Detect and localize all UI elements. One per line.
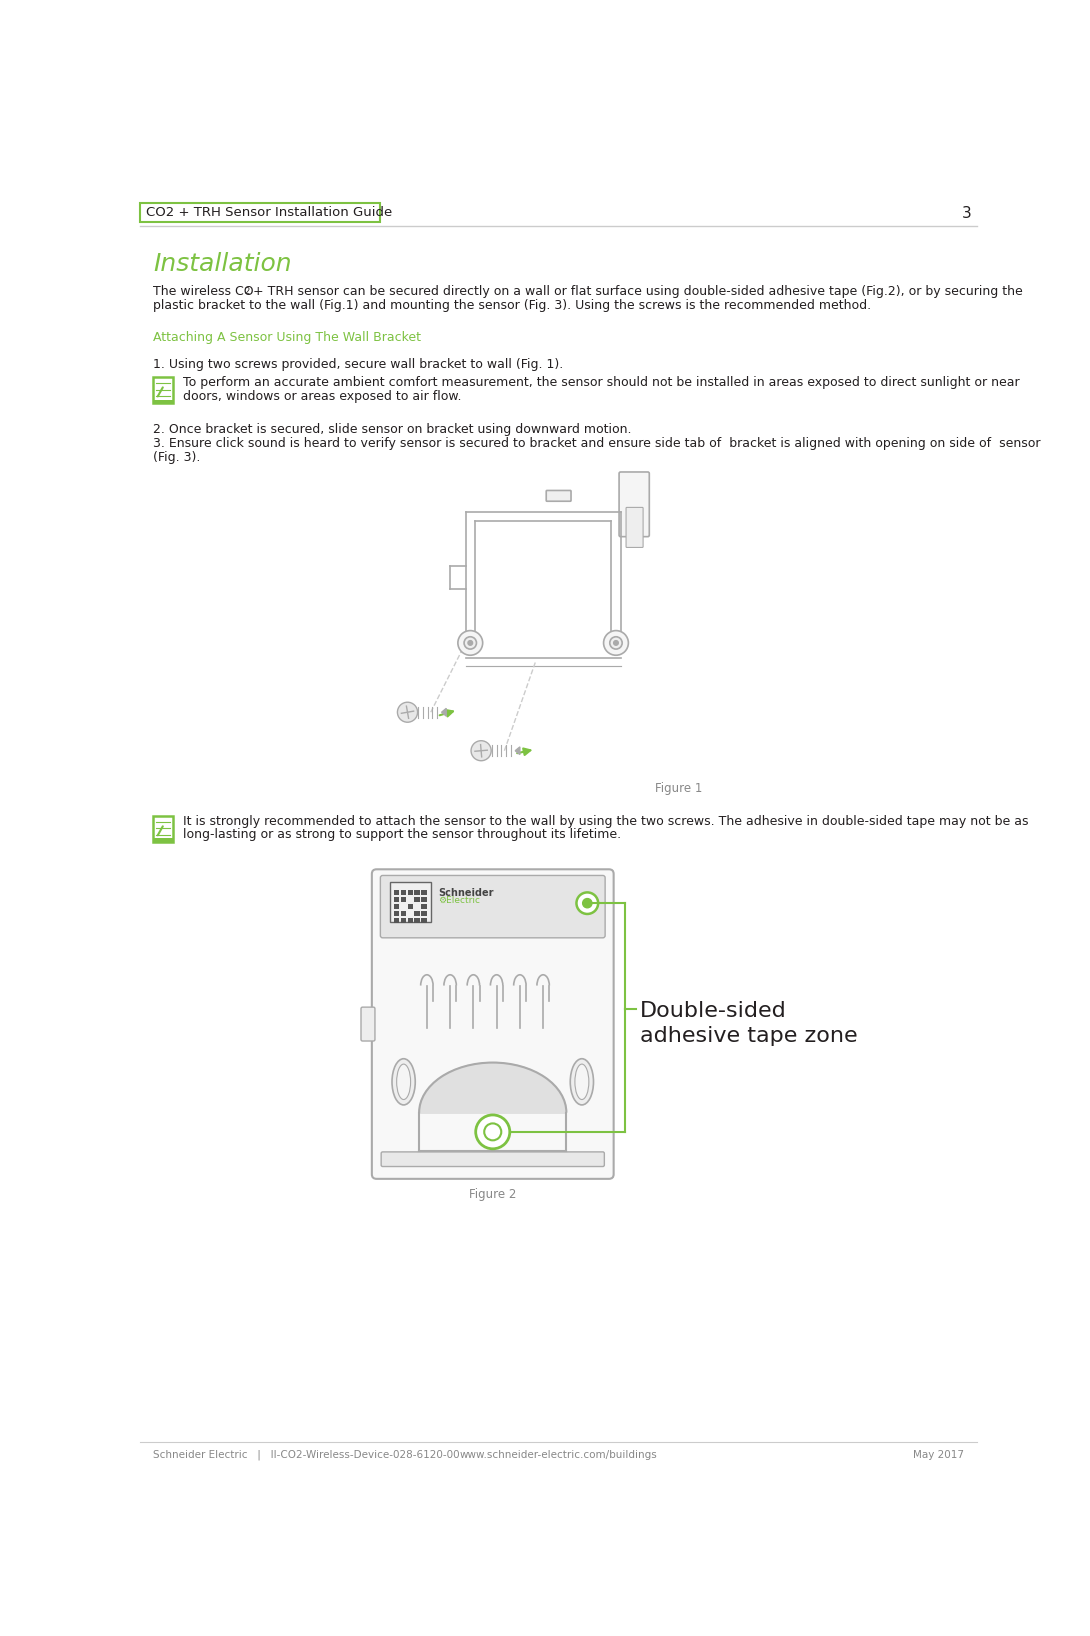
Polygon shape [441,708,446,717]
Circle shape [604,630,628,656]
Ellipse shape [392,1058,415,1104]
Bar [400,897,405,903]
Text: Schneider Electric   |   II-CO2-Wireless-Device-028-6120-00: Schneider Electric | II-CO2-Wireless-Dev… [154,1449,460,1461]
Bar [393,911,399,916]
FancyBboxPatch shape [361,1008,375,1040]
Bar [422,918,427,923]
Text: 1. Using two screws provided, secure wall bracket to wall (Fig. 1).: 1. Using two screws provided, secure wal… [154,358,564,371]
Circle shape [471,741,492,761]
Bar [422,890,427,895]
Polygon shape [420,1062,567,1112]
Text: To perform an accurate ambient comfort measurement, the sensor should not be ins: To perform an accurate ambient comfort m… [183,376,1019,389]
FancyBboxPatch shape [372,869,614,1180]
FancyBboxPatch shape [380,875,605,937]
Text: The wireless CO: The wireless CO [154,285,254,298]
Bar [154,839,173,843]
Ellipse shape [574,1063,589,1099]
Bar [393,890,399,895]
Circle shape [609,636,622,649]
FancyBboxPatch shape [546,491,571,501]
Text: (Fig. 3).: (Fig. 3). [154,452,201,465]
Bar [422,897,427,903]
Polygon shape [516,748,520,754]
Text: doors, windows or areas exposed to air flow.: doors, windows or areas exposed to air f… [183,389,461,402]
Ellipse shape [570,1058,593,1104]
Circle shape [577,892,598,915]
Bar [400,890,405,895]
Bar [400,918,405,923]
Text: CO2 + TRH Sensor Installation Guide: CO2 + TRH Sensor Installation Guide [146,206,391,219]
Circle shape [398,702,417,721]
Text: 2. Once bracket is secured, slide sensor on bracket using downward motion.: 2. Once bracket is secured, slide sensor… [154,424,632,437]
Text: May 2017: May 2017 [913,1449,964,1459]
Text: Schneider: Schneider [438,888,494,898]
Circle shape [468,641,473,645]
Text: Figure 2: Figure 2 [469,1188,517,1201]
Bar [393,897,399,903]
Text: 3: 3 [962,206,971,221]
Text: ⚙Electric: ⚙Electric [438,897,481,905]
Bar [408,890,413,895]
Circle shape [458,630,483,656]
Text: long-lasting or as strong to support the sensor throughout its lifetime.: long-lasting or as strong to support the… [183,828,621,841]
FancyBboxPatch shape [619,471,650,537]
Text: It is strongly recommended to attach the sensor to the wall by using the two scr: It is strongly recommended to attach the… [183,815,1028,828]
Bar [408,905,413,910]
Circle shape [614,641,618,645]
Bar [400,911,405,916]
Circle shape [583,898,592,908]
Text: Installation: Installation [154,252,292,276]
Text: www.schneider-electric.com/buildings: www.schneider-electric.com/buildings [460,1449,657,1459]
Bar [422,905,427,910]
Text: plastic bracket to the wall (Fig.1) and mounting the sensor (Fig. 3). Using the : plastic bracket to the wall (Fig.1) and … [154,299,871,312]
Bar [414,890,420,895]
Circle shape [475,1114,510,1148]
Text: Figure 1: Figure 1 [655,782,702,795]
Text: Double-sided
adhesive tape zone: Double-sided adhesive tape zone [640,1001,858,1045]
Bar [414,897,420,903]
Bar [393,905,399,910]
Circle shape [484,1124,501,1140]
Bar [414,911,420,916]
Circle shape [464,636,476,649]
FancyBboxPatch shape [154,816,173,843]
FancyBboxPatch shape [141,203,380,222]
FancyBboxPatch shape [382,1152,604,1166]
Text: 2: 2 [244,288,250,296]
FancyBboxPatch shape [154,378,173,404]
Bar [390,882,431,921]
Text: + TRH sensor can be secured directly on a wall or flat surface using double-side: + TRH sensor can be secured directly on … [250,285,1024,298]
Bar [393,918,399,923]
Text: Attaching A Sensor Using The Wall Bracket: Attaching A Sensor Using The Wall Bracke… [154,330,422,344]
Text: 3. Ensure click sound is heard to verify sensor is secured to bracket and ensure: 3. Ensure click sound is heard to verify… [154,437,1041,450]
FancyBboxPatch shape [626,507,643,548]
Bar [408,918,413,923]
Bar [414,918,420,923]
Bar [154,399,173,404]
Ellipse shape [397,1063,411,1099]
Bar [422,911,427,916]
